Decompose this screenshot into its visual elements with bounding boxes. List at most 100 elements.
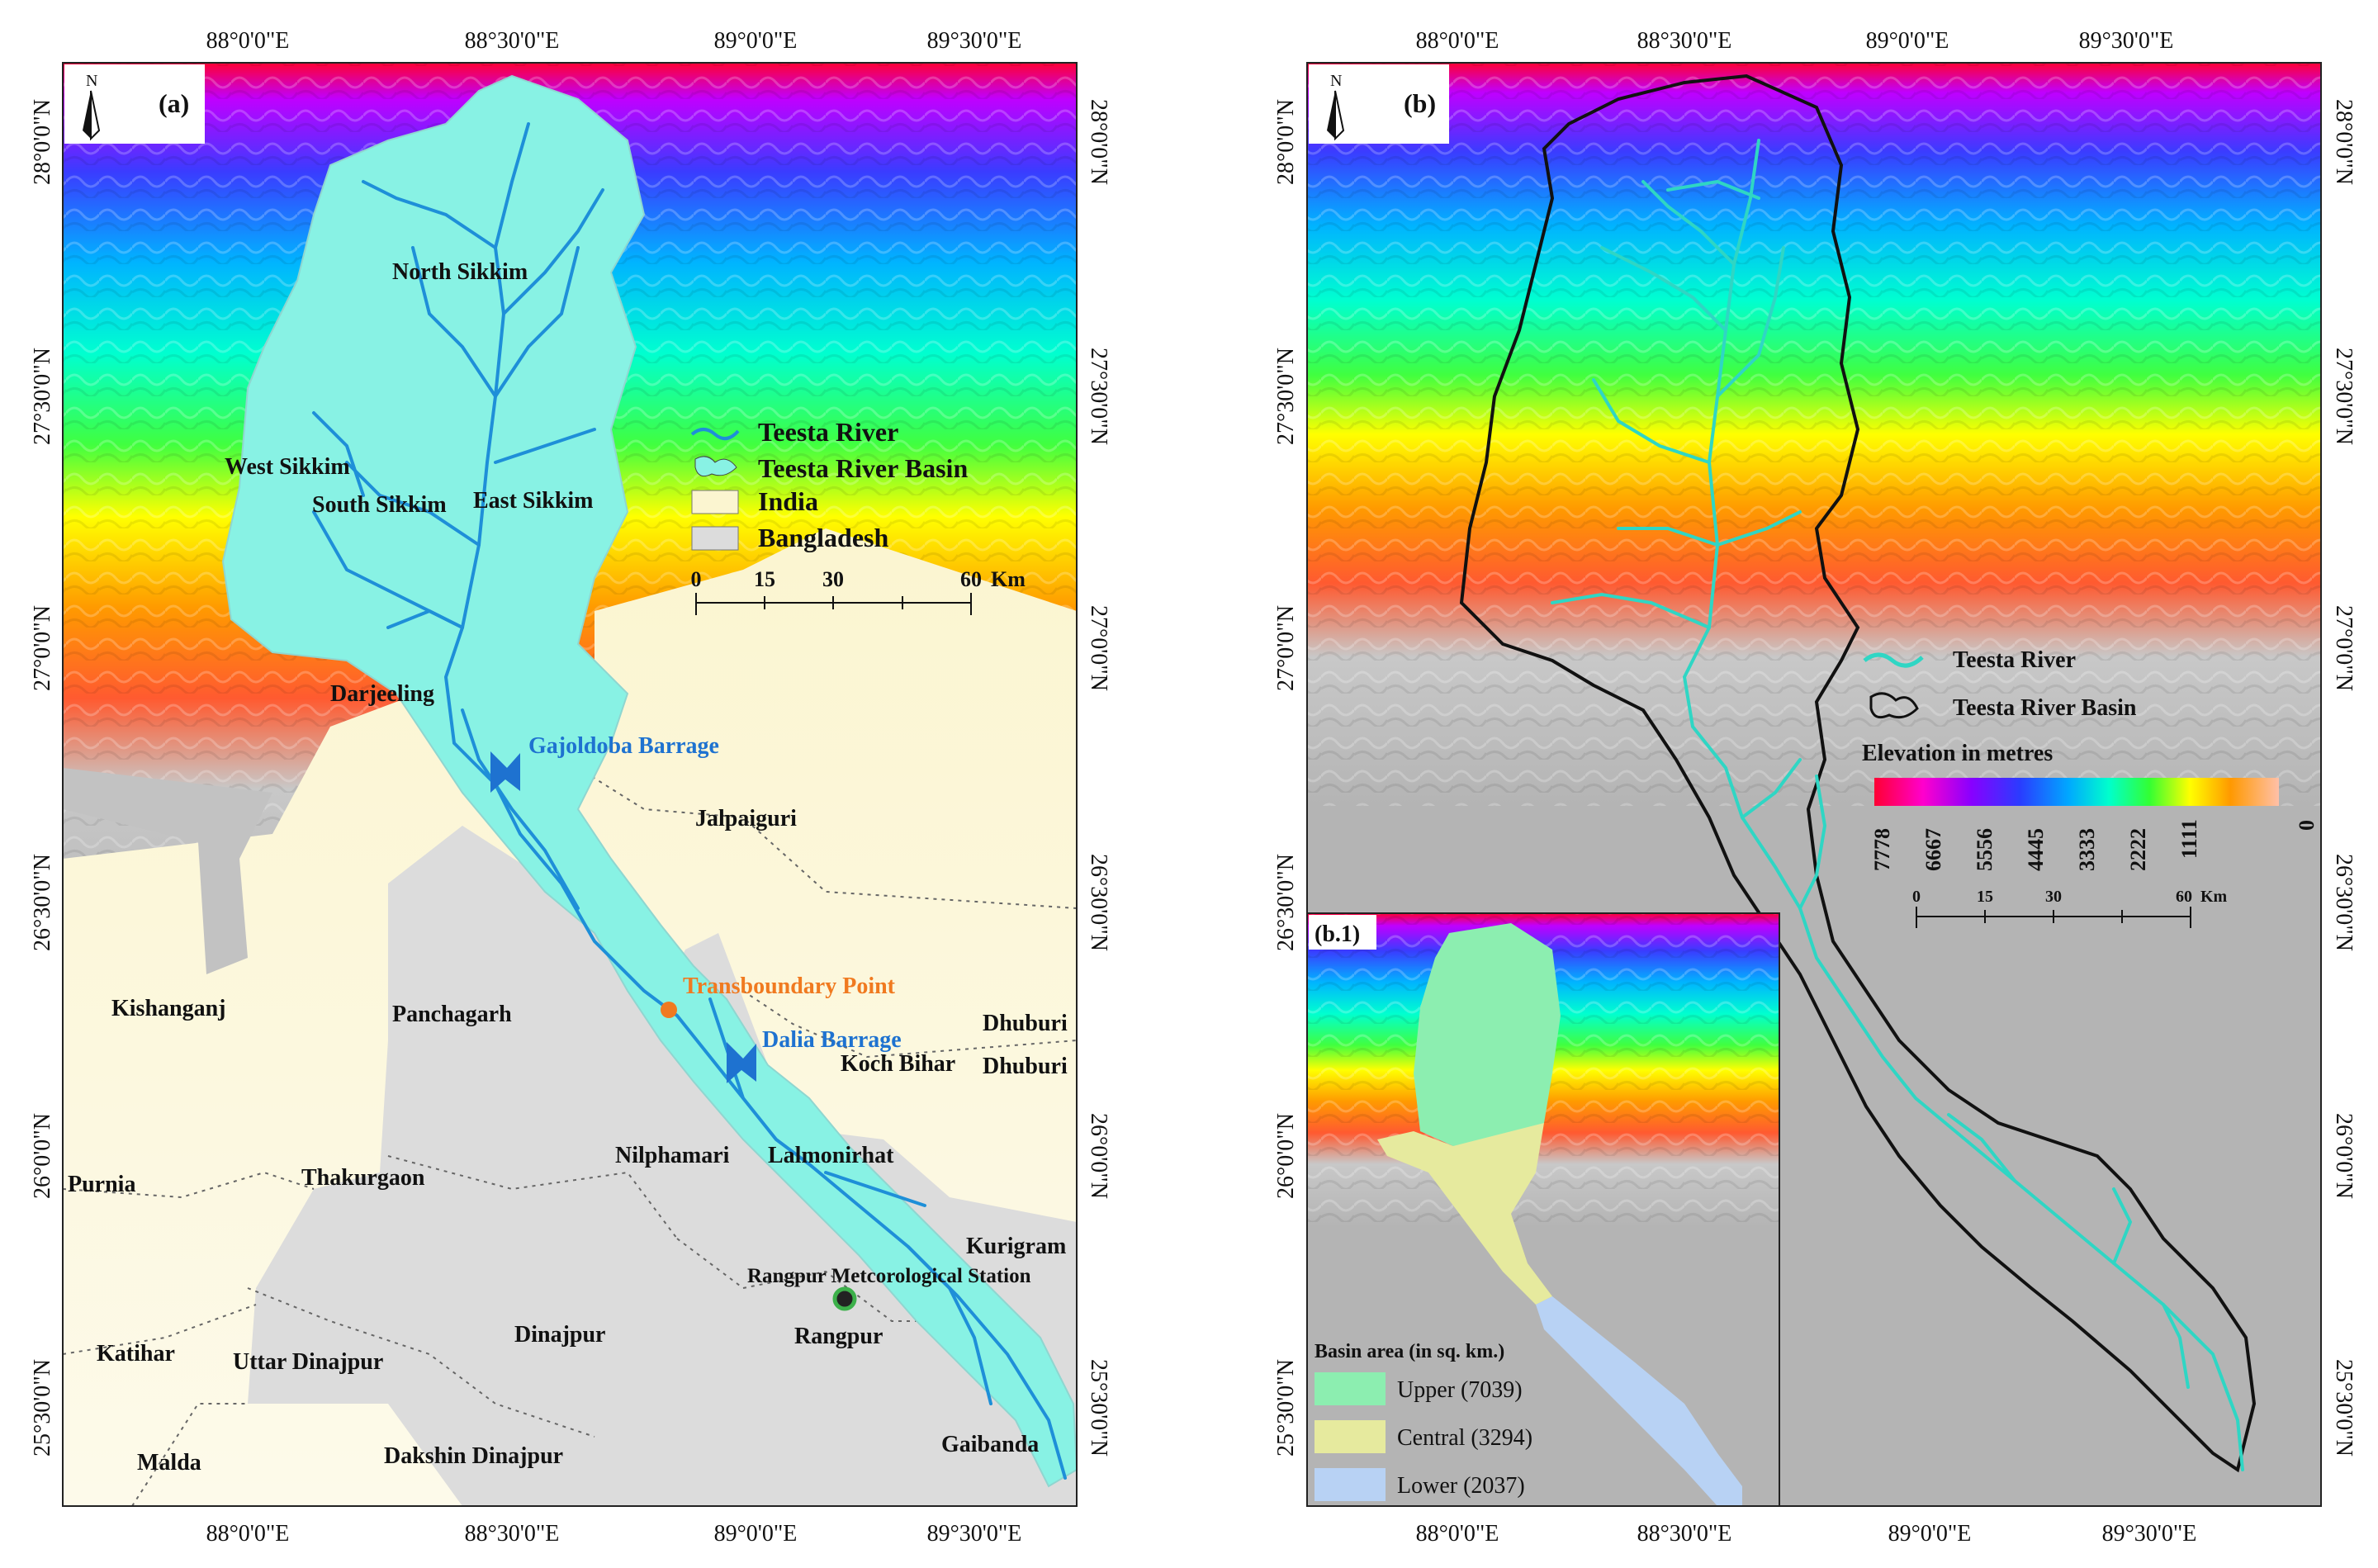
district-label: East Sikkim bbox=[473, 488, 594, 514]
district-label: Panchagarh bbox=[392, 1002, 512, 1027]
upper-label: Upper (7039) bbox=[1397, 1377, 1523, 1403]
elevation-legend-title: Elevation in metres bbox=[1862, 741, 2053, 766]
lat-coords-right-b: 28°0'0"N 27°30'0"N 27°0'0"N 26°30'0"N 26… bbox=[2331, 99, 2357, 1457]
district-label: Dinajpur bbox=[514, 1322, 605, 1348]
district-label: Lalmonirhat bbox=[768, 1143, 894, 1168]
coord-bottom: 88°0'0"E bbox=[206, 1521, 290, 1547]
coord-bottom: 88°30'0"E bbox=[1637, 1521, 1732, 1547]
scale-tick: 0 bbox=[1912, 888, 1921, 906]
basin-outline bbox=[1459, 73, 2257, 1473]
dalia-label: Dalia Barrage bbox=[762, 1027, 902, 1053]
elevation-tick: 1111 bbox=[2177, 819, 2201, 859]
central-swatch bbox=[1315, 1420, 1386, 1453]
station-marker bbox=[832, 1286, 857, 1311]
district-label: Katihar bbox=[97, 1341, 175, 1367]
district-label: Kishanganj bbox=[111, 996, 226, 1021]
basin-legend-icon bbox=[694, 456, 737, 477]
scale-tick: 60 bbox=[2176, 888, 2192, 906]
elevation-tick: 6667 bbox=[1921, 828, 1945, 871]
coord-top: 89°0'0"E bbox=[714, 28, 798, 54]
elevation-ticks: 7778 6667 5556 4445 3333 2222 1111 0 bbox=[1870, 819, 2319, 871]
district-label: Kurigram bbox=[966, 1234, 1066, 1259]
upper-swatch bbox=[1315, 1372, 1386, 1405]
dalia-barrage-marker bbox=[727, 1042, 756, 1083]
district-label: West Sikkim bbox=[225, 454, 350, 480]
north-label: N bbox=[86, 72, 97, 90]
teesta-river bbox=[312, 122, 1067, 1480]
coord-lat: 26°0'0"N bbox=[2331, 1113, 2357, 1199]
scale-tick: 30 bbox=[822, 567, 844, 591]
lower-label: Lower (2037) bbox=[1397, 1473, 1525, 1499]
coord-lat: 26°30'0"N bbox=[1086, 854, 1111, 951]
district-label: Koch Bihar bbox=[841, 1051, 955, 1077]
district-label: Dhuburi bbox=[983, 1054, 1068, 1079]
district-label: Dhuburi bbox=[983, 1011, 1068, 1036]
inset-frame bbox=[1306, 912, 1780, 1507]
scale-tick: 60 bbox=[960, 567, 982, 591]
india-legend-swatch bbox=[691, 490, 739, 514]
lower-swatch bbox=[1315, 1468, 1386, 1501]
elevation-tick: 4445 bbox=[2024, 828, 2048, 871]
lat-coords-left: 28°0'0"N 27°30'0"N 27°0'0"N 26°30'0"N 26… bbox=[30, 99, 55, 1457]
coord-lat: 26°0'0"N bbox=[1273, 1113, 1299, 1199]
basin-lower bbox=[1536, 1296, 1742, 1506]
coord-lat: 25°30'0"N bbox=[2331, 1359, 2357, 1457]
coord-lat: 25°30'0"N bbox=[1273, 1359, 1299, 1457]
coord-lat: 25°30'0"N bbox=[30, 1359, 55, 1457]
panel-a: N (a) 88°0'0"E 88°30'0"E 89°0'0"E 89°30'… bbox=[30, 28, 1111, 1547]
coord-lat: 27°0'0"N bbox=[2331, 605, 2357, 691]
basin-upper bbox=[1414, 923, 1561, 1148]
coord-top: 88°0'0"E bbox=[206, 28, 290, 54]
coord-lat: 26°30'0"N bbox=[1273, 854, 1299, 951]
coord-lat: 26°30'0"N bbox=[30, 854, 55, 951]
coord-top: 88°0'0"E bbox=[1416, 28, 1499, 54]
coord-lat: 26°0'0"N bbox=[30, 1113, 55, 1199]
transboundary-label: Transboundary Point bbox=[683, 973, 896, 999]
coord-lat: 25°30'0"N bbox=[1086, 1359, 1111, 1457]
panel-a-tag: (a) bbox=[159, 88, 189, 118]
legend-river-label: Teesta River bbox=[1953, 647, 2076, 673]
panel-b-frame bbox=[1306, 62, 2322, 1507]
scale-bar-b: 0 15 30 60 Km bbox=[1912, 888, 2228, 928]
gajoldoba-barrage-marker bbox=[490, 751, 520, 793]
inset-b1: (b.1) Basin area (in sq. km.) Upper (703… bbox=[1306, 912, 1780, 1547]
scale-tick: 30 bbox=[2045, 888, 2062, 906]
legend-basin-label: Teesta River Basin bbox=[1953, 695, 2137, 721]
coord-lat: 27°30'0"N bbox=[1086, 348, 1111, 445]
lat-coords-left-b: 28°0'0"N 27°30'0"N 27°0'0"N 26°30'0"N 26… bbox=[1273, 99, 1299, 1457]
gajoldoba-label: Gajoldoba Barrage bbox=[528, 733, 719, 759]
legend-basin-label: Teesta River Basin bbox=[758, 453, 968, 483]
elevation-tick: 2222 bbox=[2126, 828, 2150, 871]
legend-b: Teesta River Teesta River Basin Elevatio… bbox=[1862, 647, 2319, 871]
central-label: Central (3294) bbox=[1397, 1425, 1532, 1451]
coord-lat: 27°30'0"N bbox=[2331, 348, 2357, 445]
coord-bottom: 89°30'0"E bbox=[927, 1521, 1022, 1547]
station-label: Rangpur Metcorological Station bbox=[747, 1265, 1031, 1287]
coord-top: 88°30'0"E bbox=[1637, 28, 1732, 54]
panel-b: N (b) 88°0'0"E 88°30'0"E 89°0'0"E 89°30'… bbox=[1273, 28, 2357, 1547]
elevation-tick: 0 bbox=[2295, 820, 2319, 831]
scale-tick: 15 bbox=[1977, 888, 1993, 906]
coord-top: 89°30'0"E bbox=[2079, 28, 2174, 54]
coord-bottom: 88°0'0"E bbox=[1416, 1521, 1499, 1547]
legend-a: Teesta River Teesta River Basin India Ba… bbox=[690, 417, 968, 552]
bangladesh-region bbox=[248, 826, 1077, 1506]
district-label: Purnia bbox=[68, 1172, 135, 1197]
inset-legend-title: Basin area (in sq. km.) bbox=[1315, 1341, 1504, 1362]
district-label: Gaibanda bbox=[941, 1432, 1039, 1457]
north-arrow-icon bbox=[1327, 90, 1345, 141]
coord-lat: 28°0'0"N bbox=[2331, 99, 2357, 185]
lat-coords-right: 28°0'0"N 27°30'0"N 27°0'0"N 26°30'0"N 26… bbox=[1086, 99, 1111, 1457]
river-legend-icon bbox=[690, 428, 740, 441]
panel-a-frame bbox=[62, 62, 1078, 1507]
inset-tag: (b.1) bbox=[1315, 921, 1360, 947]
legend-india-label: India bbox=[758, 486, 818, 516]
north-arrow-icon bbox=[83, 90, 101, 141]
coord-lat: 27°0'0"N bbox=[1273, 605, 1299, 691]
coord-bottom: 89°30'0"E bbox=[2102, 1521, 2197, 1547]
district-label: Thakurgaon bbox=[301, 1165, 425, 1191]
scale-bar-a: 0 15 30 60 Km bbox=[691, 567, 1026, 615]
scale-unit: Km bbox=[2200, 888, 2228, 906]
district-label: Rangpur bbox=[794, 1324, 883, 1349]
